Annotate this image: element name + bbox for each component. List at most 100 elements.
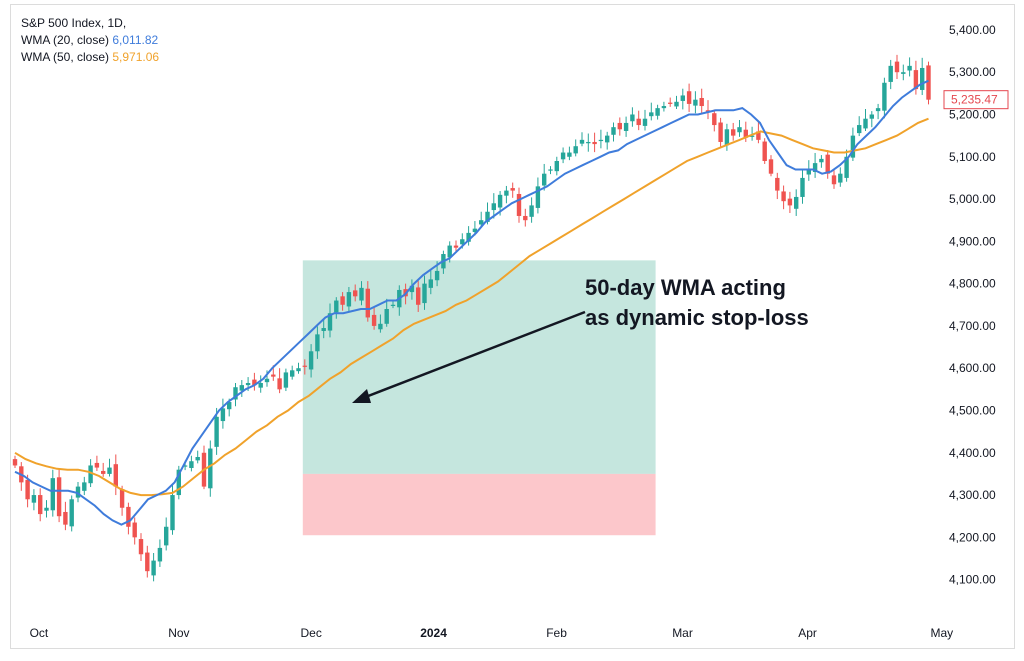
price-chart[interactable]: 4,100.00 4,200.00 4,300.00 4,400.00 4,500.00…	[11, 5, 1014, 648]
candle	[731, 122, 736, 141]
y-tick-label: 4,700.00	[949, 319, 996, 333]
candle	[548, 166, 553, 175]
candle	[743, 121, 748, 142]
candle	[882, 77, 887, 119]
candle	[510, 182, 515, 198]
candle	[762, 138, 767, 164]
candle	[693, 91, 698, 114]
x-tick-label: Dec	[301, 626, 322, 640]
candle	[907, 57, 912, 77]
candle	[504, 185, 509, 204]
legend: S&P 500 Index, 1D, WMA (20, close) 6,011…	[21, 15, 159, 66]
candle	[888, 59, 893, 90]
candle	[119, 485, 125, 516]
candle	[302, 359, 307, 375]
legend-wma50-label: WMA (50, close)	[21, 50, 110, 64]
candle	[479, 211, 484, 228]
candle	[800, 169, 805, 204]
x-tick-label: Feb	[546, 626, 567, 640]
candle	[126, 502, 131, 535]
candle	[787, 191, 793, 214]
candle	[82, 476, 87, 496]
candle	[844, 149, 849, 182]
candle	[151, 552, 156, 582]
candle	[642, 109, 648, 131]
candle	[920, 57, 925, 96]
annotation-arrow	[362, 310, 586, 400]
candle	[113, 454, 118, 496]
candle	[94, 455, 100, 471]
candle	[649, 102, 654, 121]
candle	[718, 117, 723, 148]
candle	[157, 539, 163, 567]
candle	[775, 172, 780, 200]
candle	[409, 279, 415, 300]
candle	[214, 407, 219, 455]
candle	[592, 132, 597, 153]
candle	[164, 517, 169, 551]
candle	[680, 88, 685, 110]
candle	[674, 95, 679, 109]
candle	[378, 314, 383, 333]
candle	[138, 533, 144, 562]
candle	[384, 298, 389, 327]
candle	[428, 270, 433, 295]
candle	[542, 163, 547, 191]
candle	[831, 169, 837, 189]
candle	[290, 365, 295, 380]
candle	[75, 481, 81, 503]
candle	[894, 54, 900, 79]
candle	[850, 127, 856, 161]
last-price-label: 5,235.47	[951, 93, 998, 107]
x-tick-label: Nov	[168, 626, 189, 640]
candle	[724, 123, 730, 151]
candle	[819, 155, 824, 168]
y-tick-label: 4,900.00	[949, 234, 996, 248]
candle	[321, 319, 326, 339]
candle	[252, 372, 257, 391]
candle	[327, 303, 333, 338]
candle	[913, 60, 919, 95]
candle	[768, 155, 774, 177]
candle	[296, 362, 301, 374]
candle	[825, 150, 830, 179]
candle	[529, 197, 534, 223]
candle	[535, 177, 541, 214]
x-tick-label: May	[931, 626, 954, 640]
y-tick-label: 4,300.00	[949, 488, 996, 502]
y-tick-label: 5,000.00	[949, 192, 996, 206]
candle	[283, 368, 289, 392]
candle	[233, 383, 238, 407]
candle	[466, 226, 471, 246]
candle	[794, 189, 799, 216]
candle	[857, 116, 862, 137]
y-tick-label: 5,300.00	[949, 65, 996, 79]
legend-wma20-label: WMA (20, close)	[21, 33, 110, 47]
candle	[340, 292, 345, 311]
candle	[926, 61, 931, 105]
y-tick-label: 4,600.00	[949, 361, 996, 375]
last-price-badge: 5,235.47	[943, 90, 1009, 110]
annotation-line-1: 50-day WMA acting	[585, 275, 786, 300]
annotation-line-2: as dynamic stop-loss	[585, 305, 809, 330]
candle	[516, 187, 522, 223]
candle	[491, 193, 496, 219]
candle	[195, 450, 200, 464]
candle	[44, 500, 49, 518]
candle	[315, 326, 320, 359]
candle	[636, 110, 641, 131]
candle	[712, 109, 717, 132]
y-tick-label: 4,400.00	[949, 446, 996, 460]
candle	[605, 131, 610, 150]
candle	[617, 117, 622, 136]
candle	[453, 240, 459, 253]
y-tick-label: 4,800.00	[949, 277, 996, 291]
legend-title: S&P 500 Index, 1D,	[21, 16, 127, 30]
candle	[101, 462, 106, 477]
candle	[422, 275, 427, 310]
candle	[806, 160, 811, 181]
candle	[371, 306, 377, 330]
legend-wma20-value: 6,011.82	[112, 33, 159, 47]
y-tick-label: 4,100.00	[949, 573, 996, 587]
candle	[598, 129, 604, 149]
